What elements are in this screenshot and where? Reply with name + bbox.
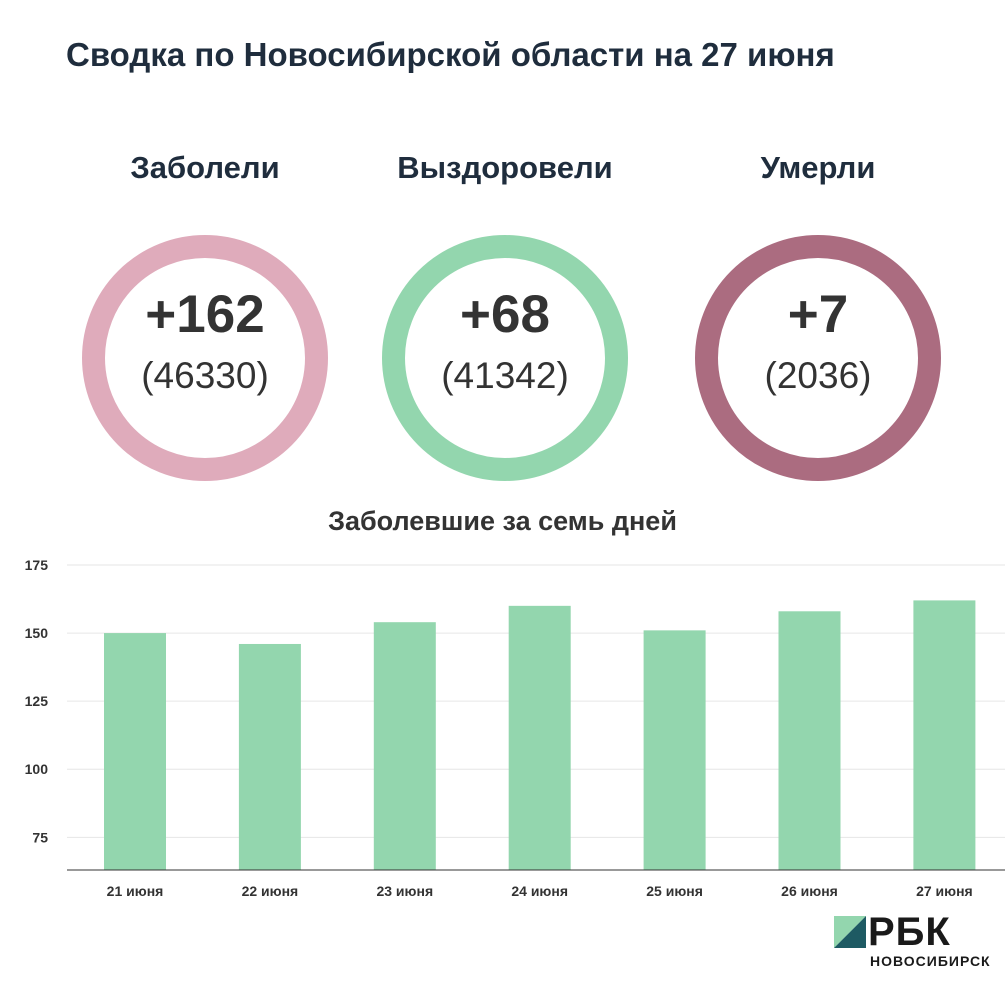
bar xyxy=(374,622,436,870)
bar xyxy=(779,611,841,870)
rbc-logo-city: НОВОСИБИРСК xyxy=(870,953,991,969)
rbc-logo-brand: РБК xyxy=(868,912,951,952)
stat-infected: Заболели +162 (46330) xyxy=(80,148,330,481)
stat-infected-delta: +162 xyxy=(105,285,305,345)
stat-deaths-label: Умерли xyxy=(693,148,943,188)
stat-infected-total: (46330) xyxy=(105,354,305,398)
stat-infected-ring: +162 (46330) xyxy=(82,235,328,481)
x-tick-label: 22 июня xyxy=(242,883,299,899)
y-tick-label: 175 xyxy=(25,557,49,573)
x-tick-label: 21 июня xyxy=(107,883,164,899)
x-tick-label: 27 июня xyxy=(916,883,973,899)
stat-deaths-delta: +7 xyxy=(718,285,918,345)
bar xyxy=(239,644,301,870)
bar xyxy=(509,606,571,870)
rbc-logo-mark-icon xyxy=(834,916,866,948)
stat-infected-label: Заболели xyxy=(80,148,330,188)
page-title: Сводка по Новосибирской области на 27 ию… xyxy=(66,36,835,74)
stat-deaths: Умерли +7 (2036) xyxy=(693,148,943,481)
bar xyxy=(644,630,706,870)
bar-chart: 75 100 125 150 175 21 июня 22 июня 23 июня 24 ию… xyxy=(0,545,1005,910)
stat-recovered-ring: +68 (41342) xyxy=(382,235,628,481)
y-tick-label: 75 xyxy=(32,829,48,845)
x-tick-label: 23 июня xyxy=(376,883,433,899)
bar xyxy=(104,633,166,870)
y-tick-label: 125 xyxy=(25,693,49,709)
x-tick-label: 25 июня xyxy=(646,883,703,899)
stat-recovered-total: (41342) xyxy=(405,354,605,398)
bar xyxy=(913,600,975,870)
rbc-logo: РБК НОВОСИБИРСК xyxy=(834,912,999,972)
x-tick-label: 26 июня xyxy=(781,883,838,899)
chart-title: Заболевшие за семь дней xyxy=(0,506,1005,537)
stat-recovered: Выздоровели +68 (41342) xyxy=(380,148,630,481)
y-tick-label: 100 xyxy=(25,761,49,777)
y-tick-label: 150 xyxy=(25,625,49,641)
stat-deaths-ring: +7 (2036) xyxy=(695,235,941,481)
stat-deaths-total: (2036) xyxy=(718,354,918,398)
stat-recovered-delta: +68 xyxy=(405,285,605,345)
x-tick-label: 24 июня xyxy=(511,883,568,899)
stat-recovered-label: Выздоровели xyxy=(380,148,630,188)
